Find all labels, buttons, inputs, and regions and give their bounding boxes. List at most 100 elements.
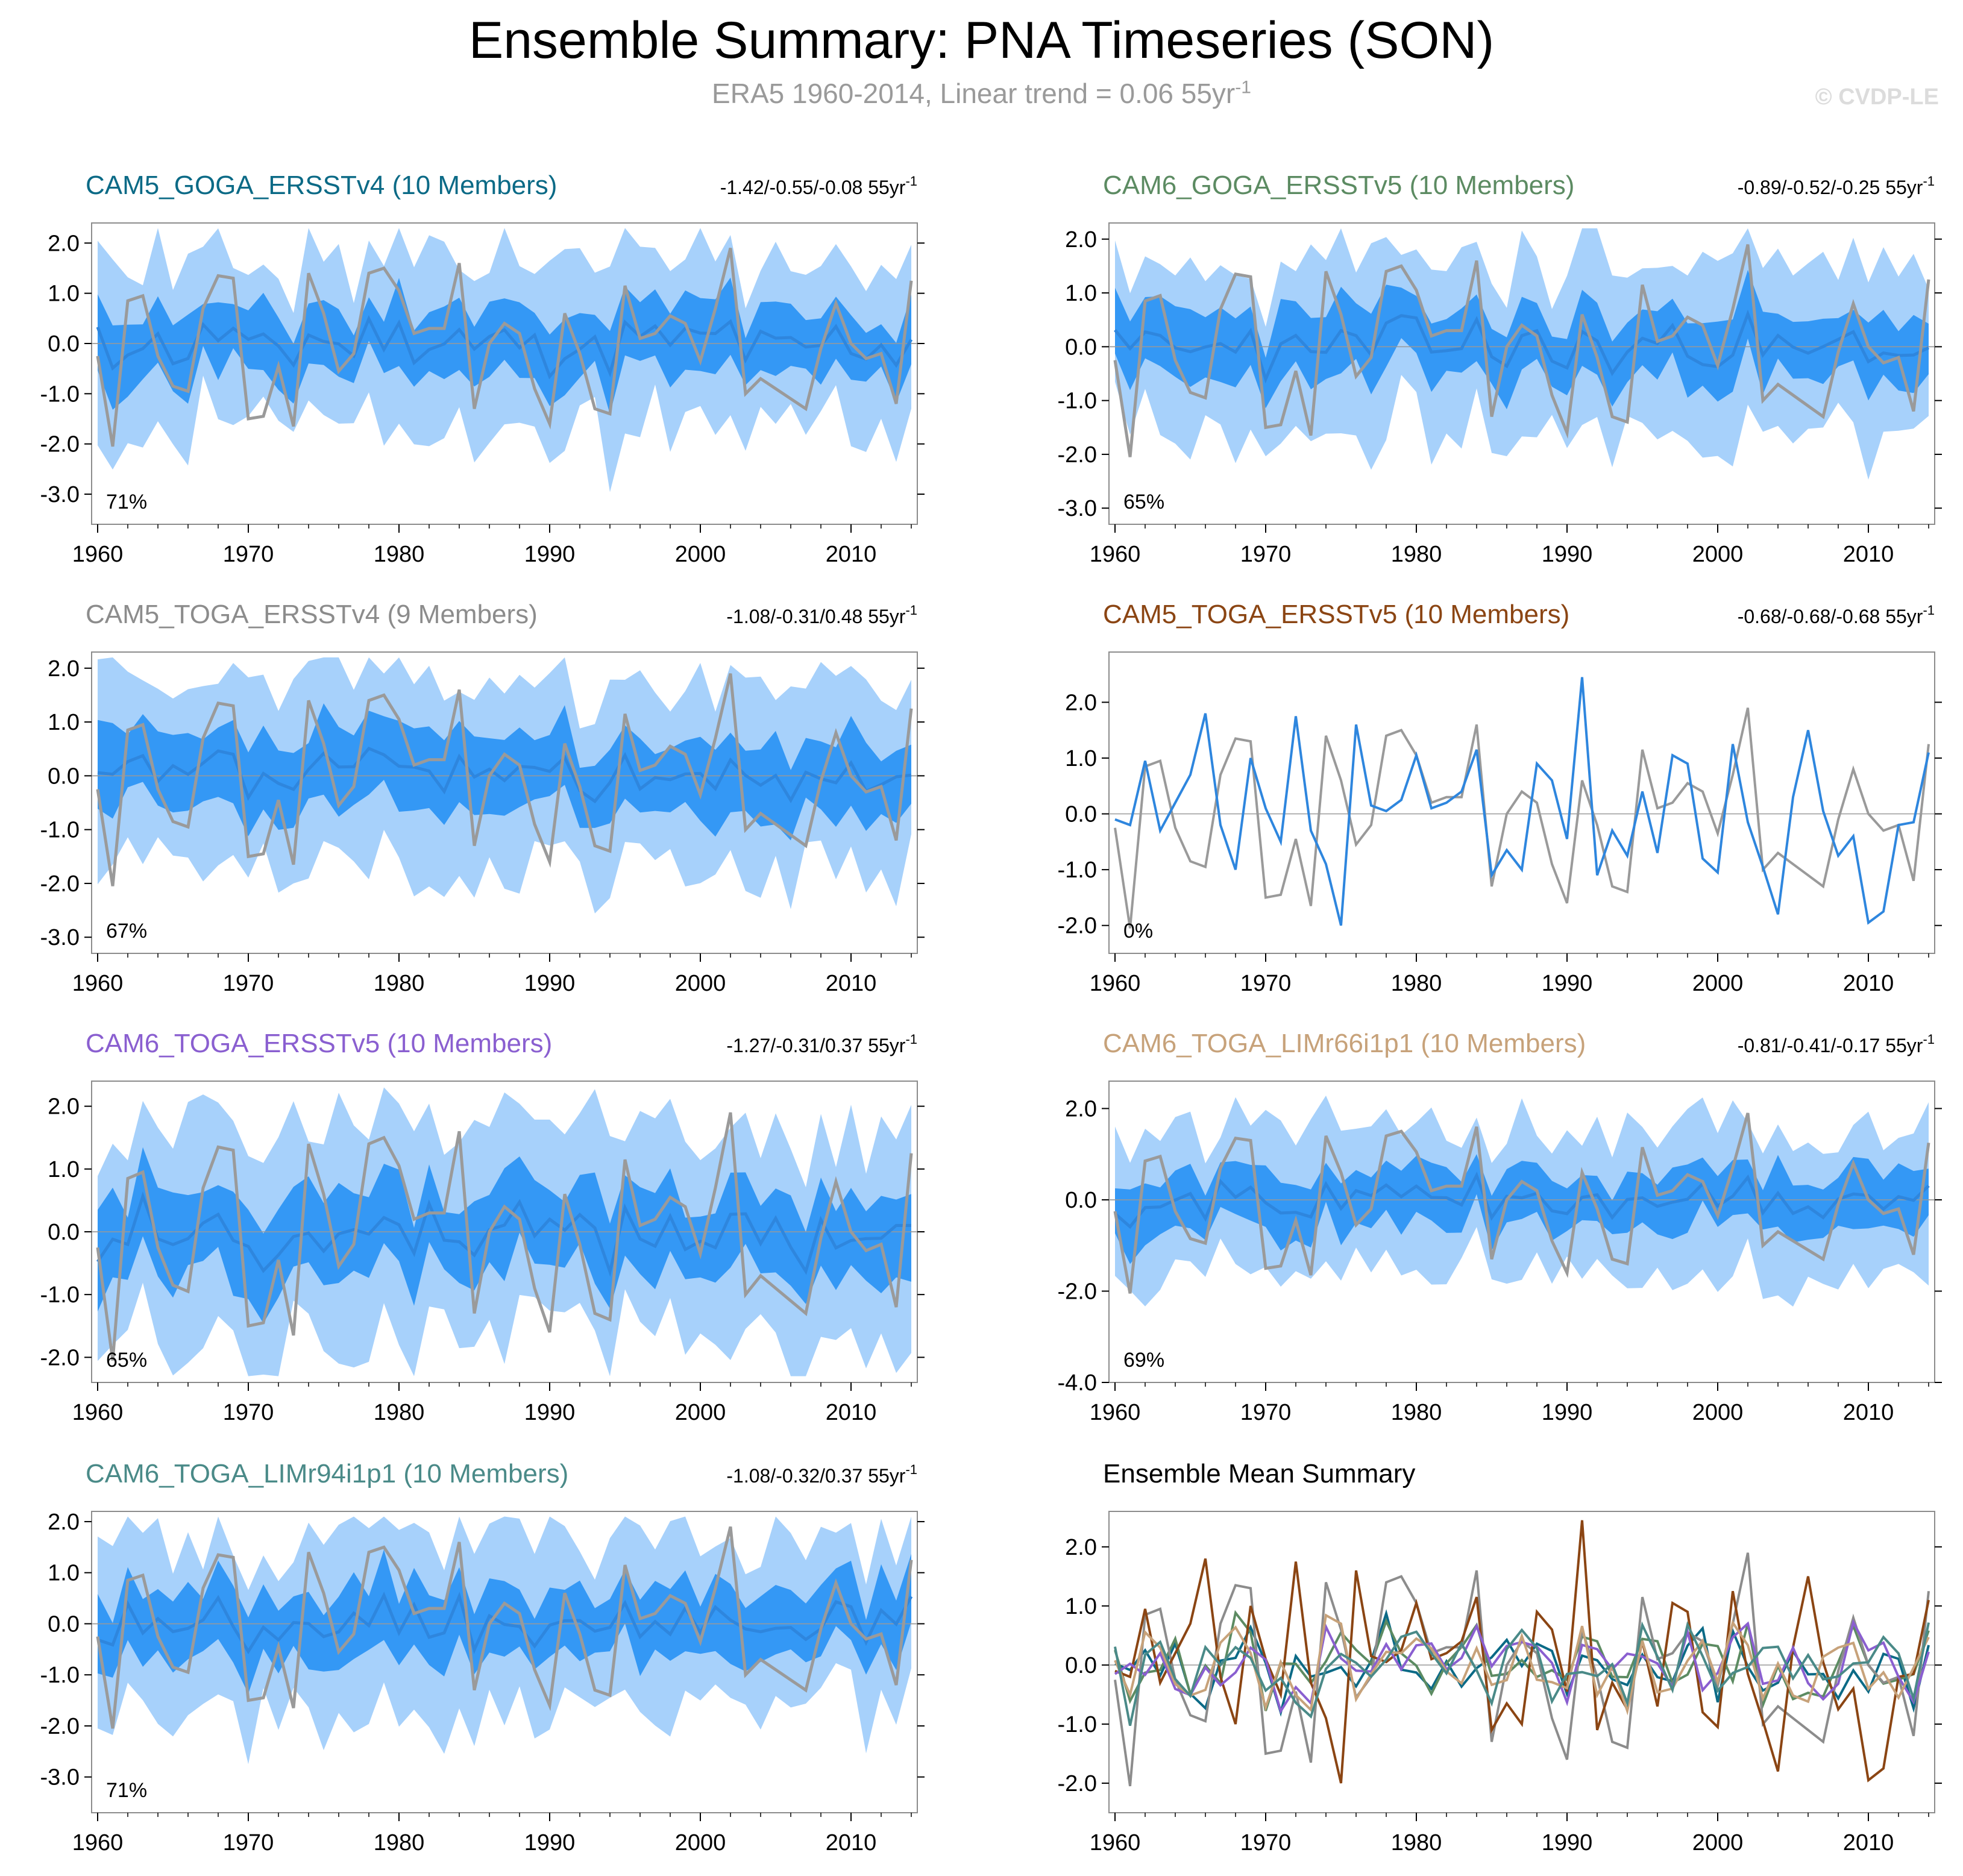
y-tick-label: 0.0 (48, 1611, 80, 1637)
y-tick-label: 1.0 (1065, 1594, 1097, 1619)
x-tick-label: 1990 (1542, 1400, 1593, 1425)
x-tick-label: 1960 (1090, 971, 1141, 996)
x-tick-label: 1990 (524, 542, 576, 567)
percent-label: 71% (106, 491, 147, 513)
x-tick-label: 1980 (374, 971, 425, 996)
y-tick-label: 2.0 (1065, 690, 1097, 715)
y-tick-label: -3.0 (40, 482, 80, 507)
obs-line (96, 1112, 913, 1361)
panel-title: CAM5_GOGA_ERSSTv4 (10 Members) (86, 171, 557, 200)
trend-value: -1.08/-0.32/0.37 55yr (726, 1465, 905, 1487)
x-tick-label: 1980 (1391, 971, 1442, 996)
y-tick-label: 0.0 (1065, 1188, 1097, 1213)
y-tick-label: 2.0 (48, 1094, 80, 1120)
trend-exponent: -1 (1923, 603, 1935, 618)
member-line (1114, 677, 1930, 926)
x-tick-label: 1980 (1391, 1400, 1442, 1425)
x-tick-label: 1970 (223, 1400, 274, 1425)
percent-label: 67% (106, 920, 147, 943)
ensemble-mean-line (1114, 309, 1930, 384)
ensemble-range-band (98, 228, 911, 492)
ensemble-iqr-band (1115, 1154, 1929, 1264)
chart-panel-1: CAM5_GOGA_ERSSTv4 (10 Members) -1.42/-0.5… (40, 171, 925, 567)
percent-label: 69% (1123, 1349, 1164, 1372)
y-tick-label: -2.0 (40, 1714, 80, 1739)
x-tick-label: 2010 (826, 971, 877, 996)
x-tick-label: 1960 (1090, 1830, 1141, 1856)
panel-title: CAM5_TOGA_ERSSTv4 (9 Members) (86, 600, 538, 629)
x-tick-label: 1990 (524, 971, 576, 996)
summary-series-line (1114, 1620, 1930, 1726)
panel-title: CAM6_TOGA_LIMr66i1p1 (10 Members) (1103, 1029, 1586, 1058)
x-tick-label: 1990 (1542, 971, 1593, 996)
y-tick-label: 0.0 (48, 764, 80, 789)
x-tick-label: 1970 (1240, 542, 1292, 567)
x-tick-label: 2010 (826, 1400, 877, 1425)
y-tick-label: 0.0 (1065, 802, 1097, 827)
percent-label: 65% (106, 1349, 147, 1372)
trend-label: -0.89/-0.52/-0.25 55yr-1 (1738, 174, 1935, 198)
summary-series-line (1114, 1619, 1930, 1714)
obs-line (1113, 1112, 1930, 1294)
x-tick-label: 1960 (1090, 1400, 1141, 1425)
y-tick-label: 2.0 (1065, 227, 1097, 253)
x-tick-label: 2000 (1692, 1830, 1744, 1856)
y-tick-label: -1.0 (40, 818, 80, 843)
percent-label: 65% (1123, 491, 1164, 513)
trend-exponent: -1 (1923, 174, 1935, 189)
trend-label: -0.68/-0.68/-0.68 55yr-1 (1738, 603, 1935, 627)
trend-value: -0.81/-0.41/-0.17 55yr (1738, 1035, 1923, 1056)
chart-panel-7: CAM6_TOGA_LIMr94i1p1 (10 Members) -1.08/-… (40, 1459, 925, 1856)
x-tick-label: 2000 (1692, 1400, 1744, 1425)
trend-label: -1.08/-0.32/0.37 55yr-1 (726, 1462, 917, 1487)
y-tick-label: 1.0 (1065, 746, 1097, 771)
ensemble-iqr-band (98, 1147, 911, 1323)
y-tick-label: -3.0 (40, 925, 80, 950)
x-tick-label: 2010 (826, 542, 877, 567)
trend-exponent: -1 (905, 1032, 917, 1047)
x-tick-label: 1990 (1542, 1830, 1593, 1856)
y-tick-label: -2.0 (1058, 442, 1097, 468)
ensemble-iqr-band (98, 703, 911, 841)
x-tick-label: 1980 (1391, 542, 1442, 567)
y-tick-label: -3.0 (1058, 496, 1097, 521)
x-tick-label: 2000 (675, 542, 726, 567)
y-tick-label: 1.0 (48, 710, 80, 735)
x-tick-label: 2000 (675, 971, 726, 996)
trend-value: -0.89/-0.52/-0.25 55yr (1738, 177, 1923, 198)
watermark: © CVDP-LE (1815, 84, 1939, 110)
y-tick-label: 2.0 (1065, 1096, 1097, 1122)
y-tick-label: 0.0 (1065, 334, 1097, 360)
y-tick-label: 0.0 (48, 1220, 80, 1245)
x-tick-label: 2000 (675, 1830, 726, 1856)
trend-label: -1.27/-0.31/0.37 55yr-1 (726, 1032, 917, 1056)
x-tick-label: 1960 (1090, 542, 1141, 567)
summary-series-line (1114, 1613, 1930, 1716)
x-tick-label: 2010 (1843, 1400, 1894, 1425)
x-tick-label: 1980 (374, 1400, 425, 1425)
trend-value: -1.08/-0.31/0.48 55yr (726, 606, 905, 627)
y-tick-label: 1.0 (1065, 281, 1097, 306)
trend-exponent: -1 (1923, 1032, 1935, 1047)
x-tick-label: 1970 (1240, 1400, 1292, 1425)
ensemble-mean-line (96, 315, 913, 380)
panel-title: CAM5_TOGA_ERSSTv5 (10 Members) (1103, 600, 1569, 629)
trend-exponent: -1 (905, 174, 917, 189)
y-tick-label: -4.0 (1058, 1370, 1097, 1396)
panel-title: CAM6_GOGA_ERSSTv5 (10 Members) (1103, 171, 1574, 200)
x-tick-label: 2000 (1692, 971, 1744, 996)
x-tick-label: 1960 (72, 1400, 124, 1425)
ensemble-mean-line (97, 1592, 913, 1655)
y-tick-label: -1.0 (40, 381, 80, 407)
x-tick-label: 1980 (374, 542, 425, 567)
y-tick-label: -2.0 (1058, 1771, 1097, 1796)
x-tick-label: 2000 (1692, 542, 1744, 567)
obs-line (96, 248, 913, 447)
x-tick-label: 1960 (72, 1830, 124, 1856)
plot-frame (1108, 1511, 1935, 1813)
x-tick-label: 2010 (1843, 542, 1894, 567)
percent-label: 71% (106, 1779, 147, 1802)
y-tick-label: -2.0 (1058, 914, 1097, 939)
y-tick-label: -1.0 (1058, 858, 1097, 883)
trend-label: -1.08/-0.31/0.48 55yr-1 (726, 603, 917, 627)
